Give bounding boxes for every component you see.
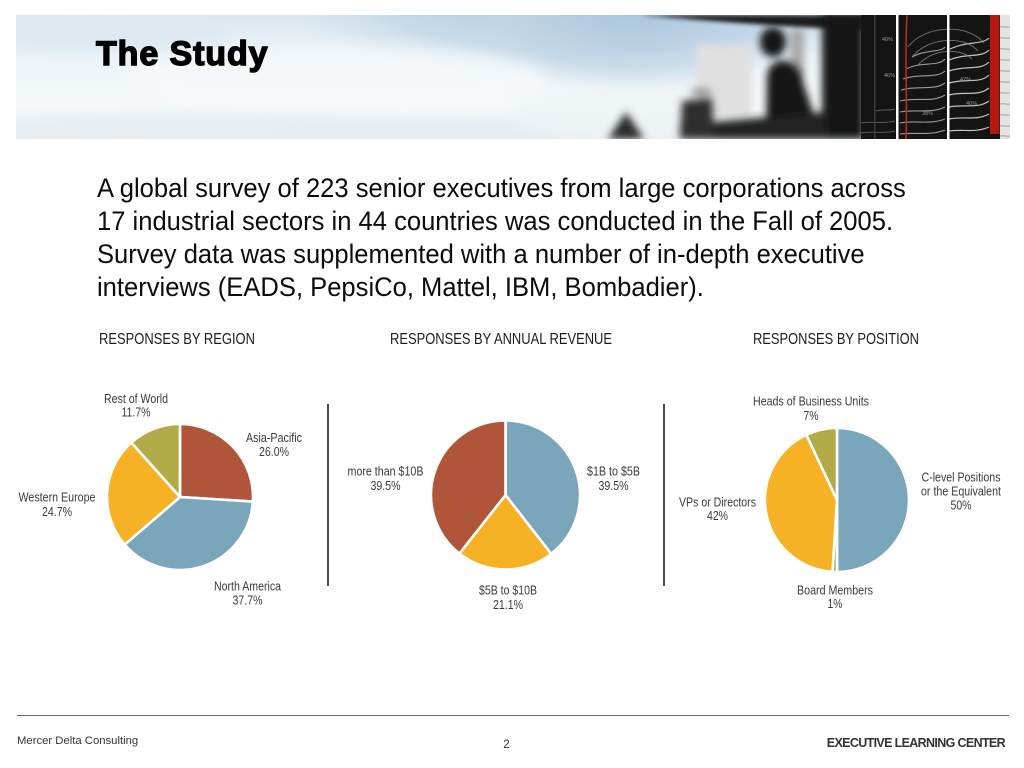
svg-text:40%: 40% — [966, 101, 977, 107]
svg-text:40%: 40% — [882, 37, 893, 43]
svg-text:$1B to $5B: $1B to $5B — [587, 465, 640, 479]
svg-text:C-level Positions: C-level Positions — [922, 471, 1001, 485]
svg-text:VPs or Directors: VPs or Directors — [679, 496, 756, 510]
svg-text:37.7%: 37.7% — [233, 594, 263, 608]
svg-text:RESPONSES BY POSITION: RESPONSES BY POSITION — [753, 331, 919, 348]
svg-text:$5B to $10B: $5B to $10B — [479, 584, 537, 598]
svg-text:39.5%: 39.5% — [371, 479, 401, 493]
svg-text:38%: 38% — [922, 111, 933, 117]
svg-text:46%: 46% — [884, 73, 895, 79]
svg-text:Asia-Pacific: Asia-Pacific — [246, 431, 302, 445]
svg-text:24.7%: 24.7% — [42, 505, 72, 519]
svg-text:or the Equivalent: or the Equivalent — [921, 485, 1001, 499]
svg-text:North America: North America — [214, 580, 281, 594]
svg-text:11.7%: 11.7% — [122, 406, 151, 420]
svg-text:RESPONSES BY ANNUAL REVENUE: RESPONSES BY ANNUAL REVENUE — [390, 331, 612, 348]
svg-text:Board Members: Board Members — [797, 584, 873, 598]
svg-text:50%: 50% — [951, 499, 972, 513]
svg-text:Rest of World: Rest of World — [104, 392, 168, 406]
svg-text:Heads of Business Units: Heads of Business Units — [753, 395, 869, 409]
svg-text:39.5%: 39.5% — [599, 479, 629, 493]
svg-text:42%: 42% — [707, 509, 728, 523]
svg-text:21.1%: 21.1% — [493, 598, 523, 612]
svg-text:RESPONSES BY REGION: RESPONSES BY REGION — [99, 331, 255, 348]
svg-text:42%: 42% — [960, 77, 971, 83]
svg-text:7%: 7% — [804, 409, 819, 423]
svg-text:26.0%: 26.0% — [259, 445, 289, 459]
svg-text:Western Europe: Western Europe — [19, 491, 96, 505]
svg-text:1%: 1% — [828, 597, 843, 611]
svg-text:more than $10B: more than $10B — [348, 465, 424, 479]
